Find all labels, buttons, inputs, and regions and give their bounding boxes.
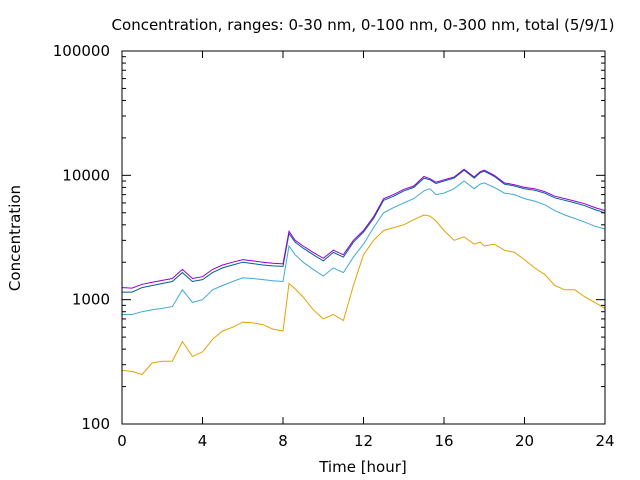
x-axis-label: Time [hour] bbox=[318, 458, 407, 476]
series-line-2 bbox=[122, 169, 606, 293]
x-tick-label: 24 bbox=[595, 432, 614, 450]
y-tick-label: 100000 bbox=[53, 42, 110, 60]
x-tick-label: 8 bbox=[278, 432, 288, 450]
series-line-3 bbox=[121, 168, 606, 289]
plot-frame bbox=[121, 50, 606, 425]
chart-title: Concentration, ranges: 0-30 nm, 0-100 nm… bbox=[112, 16, 615, 34]
x-tick-label: 20 bbox=[515, 432, 534, 450]
y-axis: 100 1000 10000 100000 bbox=[53, 42, 605, 433]
plot-area bbox=[121, 168, 606, 376]
series-line-1 bbox=[122, 180, 606, 315]
y-tick-label: 1000 bbox=[72, 291, 110, 309]
y-axis-label: Concentration bbox=[6, 185, 24, 291]
x-axis: 0 4 8 12 16 20 24 bbox=[117, 51, 615, 450]
y-tick-label: 100 bbox=[81, 415, 110, 433]
series-line-0 bbox=[121, 214, 606, 376]
x-tick-label: 12 bbox=[354, 432, 373, 450]
x-tick-label: 16 bbox=[434, 432, 453, 450]
y-tick-label: 10000 bbox=[62, 166, 110, 184]
x-tick-label: 4 bbox=[198, 432, 208, 450]
x-tick-label: 0 bbox=[117, 432, 127, 450]
